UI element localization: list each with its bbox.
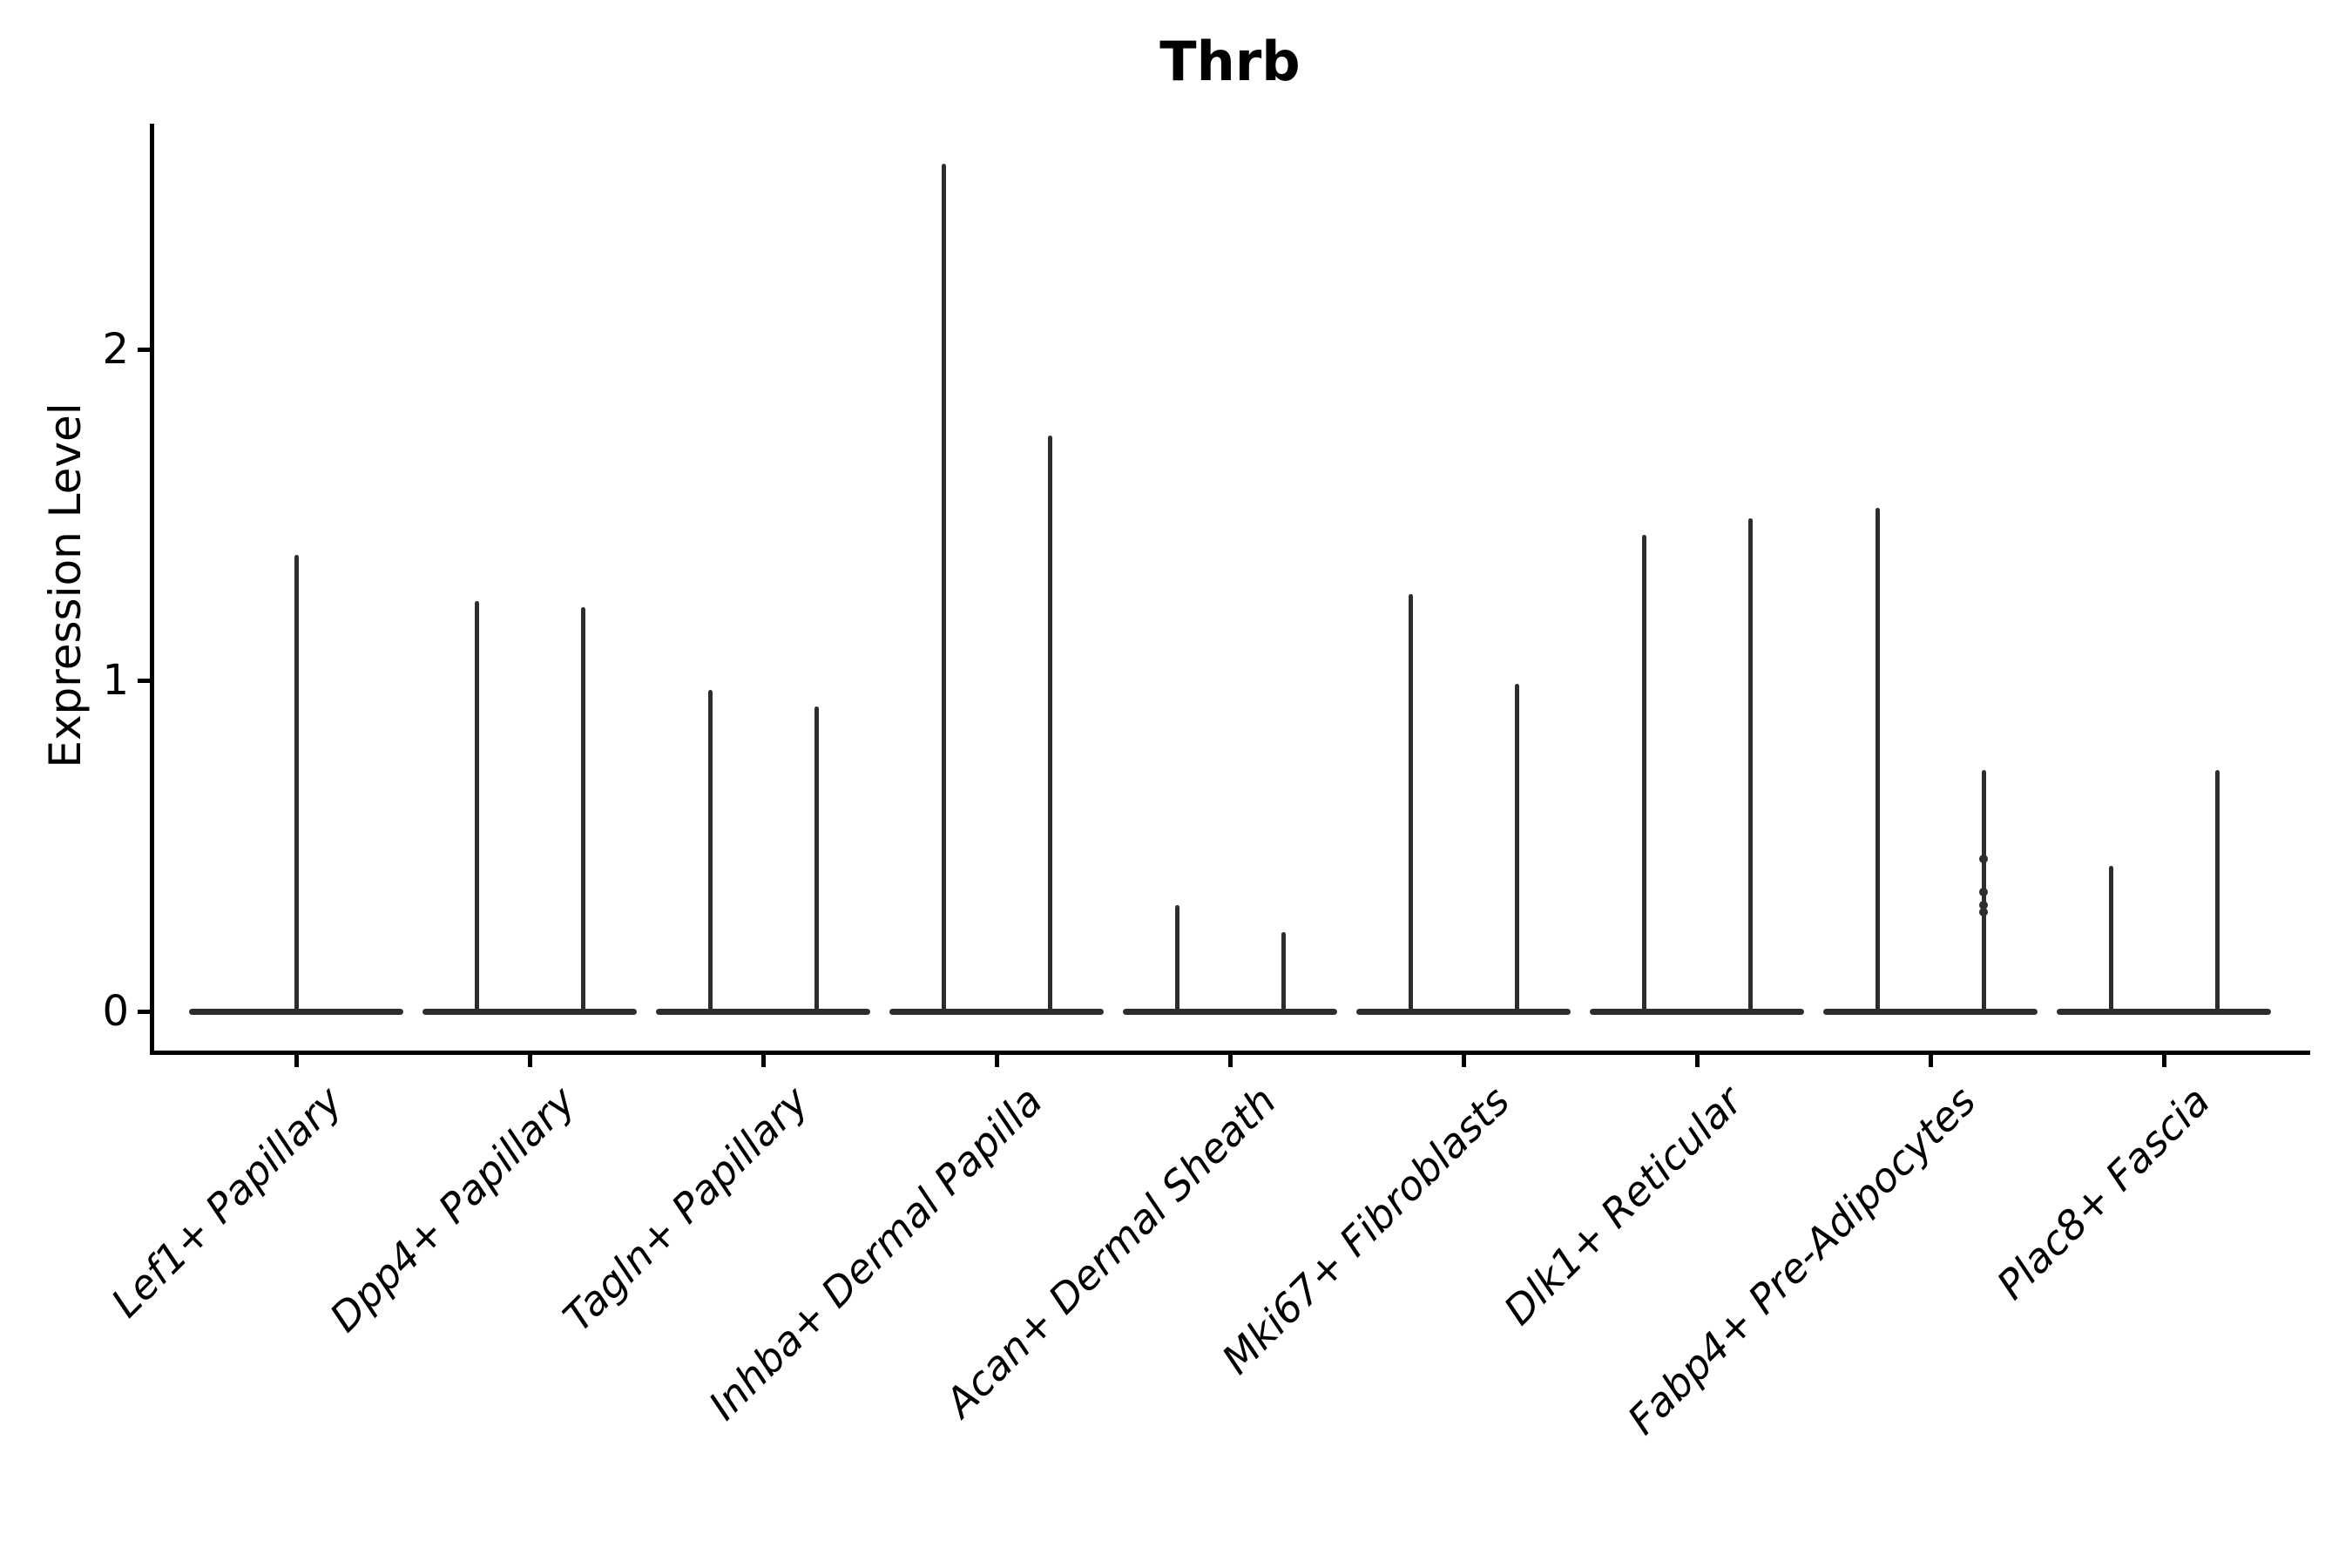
- violin-body: [1822, 1008, 2038, 1015]
- x-tick: [2162, 1052, 2166, 1067]
- x-tick: [1462, 1052, 1466, 1067]
- violin-body: [1355, 1008, 1571, 1015]
- violin-spike: [1047, 435, 1052, 1014]
- x-tick: [294, 1052, 299, 1067]
- violin-body: [889, 1008, 1105, 1015]
- x-tick-label: Plac8+ Fascia: [1987, 1077, 2219, 1308]
- violin-spike: [1281, 931, 1286, 1014]
- x-tick: [761, 1052, 766, 1067]
- y-axis-label: Expression Level: [40, 402, 91, 768]
- violin-spike: [580, 607, 585, 1014]
- expression-point: [1979, 888, 1989, 897]
- x-tick-label: Dpp4+ Papillary: [321, 1077, 585, 1342]
- violin-spike: [1409, 594, 1414, 1014]
- violin-spike: [294, 554, 299, 1014]
- violin-spike: [814, 706, 819, 1014]
- y-tick-label: 0: [102, 987, 129, 1036]
- plot-title: Thrb: [1159, 30, 1301, 93]
- expression-point: [1979, 855, 1989, 864]
- x-tick-label: Lef1+ Papillary: [101, 1077, 351, 1327]
- violin-spike: [475, 600, 480, 1014]
- violin-body: [655, 1008, 871, 1015]
- x-tick: [1929, 1052, 1933, 1067]
- y-tick-label: 2: [102, 325, 129, 374]
- x-tick: [1228, 1052, 1233, 1067]
- violin-spike: [1876, 508, 1881, 1014]
- y-tick-label: 1: [102, 656, 129, 705]
- violin-body: [1122, 1008, 1338, 1015]
- violin-spike: [1175, 905, 1180, 1014]
- x-tick: [1695, 1052, 1700, 1067]
- y-tick: [138, 1010, 151, 1014]
- y-tick: [138, 348, 151, 352]
- violin-spike: [942, 164, 947, 1014]
- x-tick: [528, 1052, 532, 1067]
- violin-spike: [1747, 517, 1753, 1014]
- violin-body: [422, 1008, 638, 1015]
- violin-body: [1589, 1008, 1805, 1015]
- y-tick: [138, 679, 151, 683]
- x-tick-label: Dlk1+ Reticular: [1495, 1077, 1752, 1335]
- expression-point: [1979, 908, 1989, 916]
- violin-spike: [1642, 534, 1647, 1014]
- expression-point: [1979, 901, 1989, 910]
- x-tick-label: Tagln+ Papillary: [554, 1077, 818, 1341]
- violin-spike: [708, 690, 713, 1014]
- violin-body: [2056, 1008, 2272, 1015]
- violin-spike: [1514, 683, 1519, 1014]
- violin-spike: [2109, 865, 2114, 1014]
- y-axis-line: [150, 124, 154, 1055]
- x-tick: [995, 1052, 999, 1067]
- violin-spike: [2214, 769, 2220, 1014]
